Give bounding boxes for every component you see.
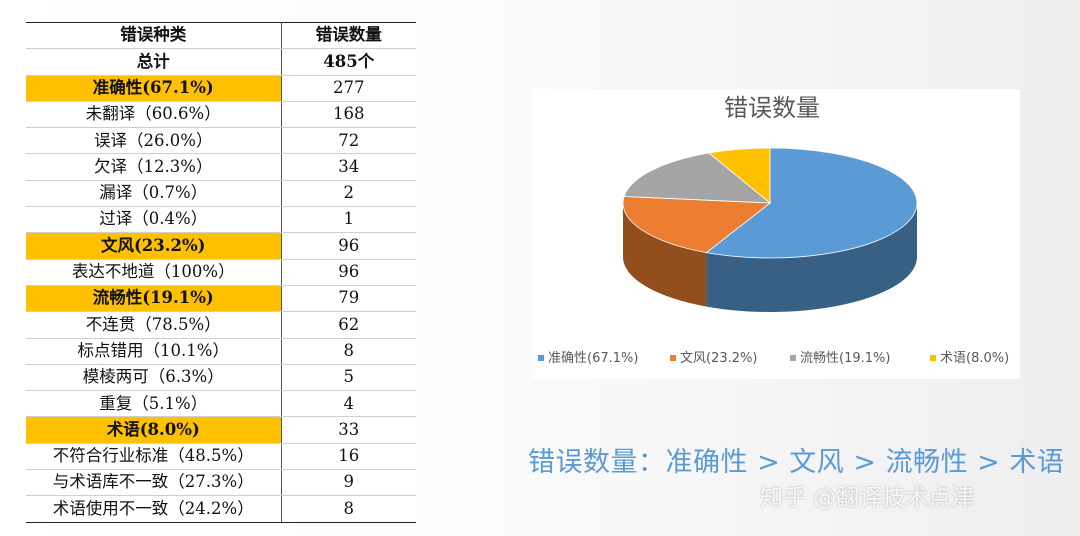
header-cell-count: 错误数量 [281,21,416,50]
table-category-row: 术语(8.0%) 33 [26,416,416,444]
row-value: 2 [281,180,416,208]
table-row: 总计 485个 [26,48,416,76]
row-value: 79 [281,285,416,313]
legend-label-2: 流畅性(19.1%) [800,351,890,366]
legend-swatch-0 [538,355,544,361]
table-row: 与术语库不一致（27.3%） 9 [26,469,416,497]
row-value: 34 [281,153,416,181]
row-label: 误译（26.0%） [26,127,282,155]
row-label: 总计 [26,48,282,76]
legend-label-1: 文风(23.2%) [680,351,757,366]
pie-chart: 错误数量 准确性(67.1%) 文风(23.2%) 流畅性(19.1%) 术语(8.0… [538,94,1009,366]
row-value: 9 [281,469,416,497]
row-label: 表达不地道（100%） [26,259,282,286]
legend-swatch-3 [930,355,936,361]
table-header-row: 错误种类 错误数量 [26,21,416,50]
table-row: 欠译（12.3%） 34 [26,153,416,181]
table-row: 未翻译（60.6%） 168 [26,101,416,129]
row-value: 72 [281,127,416,155]
chart-title: 错误数量 [724,94,820,122]
row-value: 16 [281,443,416,471]
table-row: 术语使用不一致（24.2%） 8 [26,495,416,523]
legend-label-3: 术语(8.0%) [940,351,1009,366]
row-label: 未翻译（60.6%） [26,101,282,129]
summary-text: 错误数量：准确性 > 文风 > 流畅性 > 术语 [528,447,1065,478]
row-label: 漏译（0.7%） [26,180,282,208]
table-row: 模棱两可（6.3%） 5 [26,364,416,392]
table-row: 重复（5.1%） 4 [26,390,416,418]
legend-swatch-1 [670,355,676,361]
row-label: 模棱两可（6.3%） [26,364,282,392]
table-category-row: 文风(23.2%) 96 [26,232,416,260]
pie-slice-1 [622,196,772,254]
row-value: 96 [281,259,416,286]
table-row: 误译（26.0%） 72 [26,127,416,155]
row-label: 流畅性(19.1%) [26,285,282,313]
row-value: 96 [281,232,416,260]
table-category-row: 准确性(67.1%) 277 [26,75,416,102]
table-category-row: 流畅性(19.1%) 79 [26,285,416,313]
row-value: 8 [281,338,416,365]
row-value: 1 [281,206,416,234]
row-label: 准确性(67.1%) [26,75,282,102]
pie-side-1 [623,203,707,307]
table-row: 漏译（0.7%） 2 [26,180,416,208]
row-label: 重复（5.1%） [26,390,282,418]
row-label: 不连贯（78.5%） [26,311,282,339]
row-label: 不符合行业标准（48.5%） [26,443,282,471]
row-label: 术语(8.0%) [26,416,282,444]
row-value: 5 [281,364,416,392]
row-label: 欠译（12.3%） [26,153,282,181]
error-table: 错误种类 错误数量 总计 485个 准确性(67.1%) 277 未翻译（60.6%） 168… [26,21,416,523]
table-row: 标点错用（10.1%） 8 [26,338,416,365]
table-row: 表达不地道（100%） 96 [26,259,416,286]
pie-slice-0 [705,147,918,259]
row-value: 485个 [281,48,416,76]
watermark: 知乎 @翻译技术点津 [760,485,975,511]
table-row: 过译（0.4%） 1 [26,206,416,234]
row-label: 文风(23.2%) [26,232,282,260]
table-row: 不符合行业标准（48.5%） 16 [26,443,416,471]
pie-slice-3 [708,147,771,204]
row-value: 33 [281,416,416,444]
legend-swatch-2 [790,355,796,361]
row-value: 62 [281,311,416,339]
pie-slice-2 [623,152,772,204]
row-value: 168 [281,101,416,129]
header-cell-category: 错误种类 [26,21,282,50]
table-row: 不连贯（78.5%） 62 [26,311,416,339]
pie-chart-panel: 错误数量 准确性(67.1%) 文风(23.2%) 流畅性(19.1%) 术语(8.0… [532,89,1020,379]
row-value: 4 [281,390,416,418]
legend-label-0: 准确性(67.1%) [548,351,638,366]
row-value: 8 [281,495,416,523]
pie-side-0 [706,203,917,312]
row-value: 277 [281,75,416,102]
row-label: 标点错用（10.1%） [26,338,282,365]
row-label: 与术语库不一致（27.3%） [26,469,282,497]
row-label: 过译（0.4%） [26,206,282,234]
row-label: 术语使用不一致（24.2%） [26,495,282,523]
